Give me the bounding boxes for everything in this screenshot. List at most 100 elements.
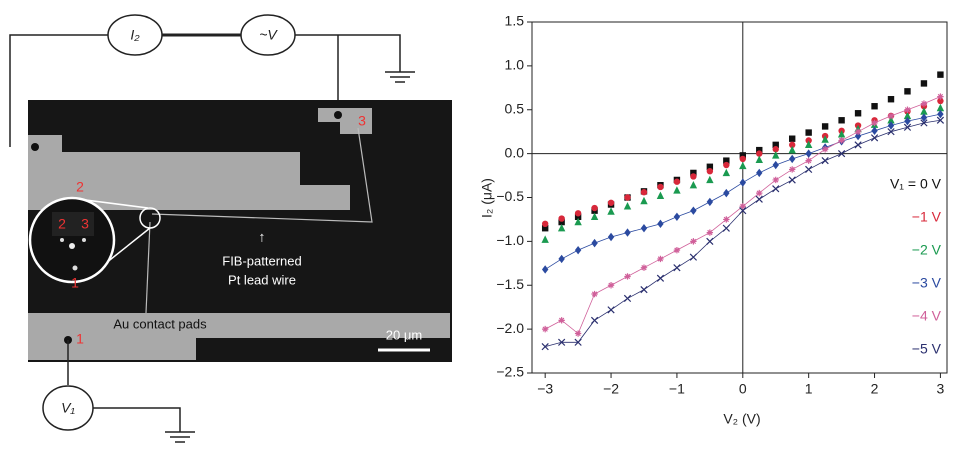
marker — [607, 199, 615, 206]
marker — [887, 112, 895, 120]
meter — [107, 14, 163, 56]
marker — [591, 204, 598, 212]
marker — [541, 265, 549, 274]
inset-region — [52, 212, 94, 236]
marker — [756, 168, 763, 178]
marker — [772, 141, 779, 149]
meter-label: V₁ — [61, 400, 75, 416]
meter — [42, 385, 94, 431]
marker — [706, 229, 714, 236]
x-tick-label: −2 — [603, 381, 619, 397]
contact — [31, 143, 39, 151]
marker — [558, 338, 566, 346]
marker — [937, 93, 944, 100]
legend-entry: −3 V — [912, 275, 942, 291]
marker — [640, 286, 648, 294]
marker — [904, 116, 911, 126]
marker — [723, 188, 730, 198]
legend-entry: −4 V — [912, 308, 942, 324]
marker — [870, 134, 879, 142]
lead-wire — [145, 221, 151, 314]
marker — [607, 207, 615, 215]
marker — [590, 212, 599, 221]
marker — [558, 317, 565, 324]
marker — [673, 212, 681, 222]
wire — [93, 407, 181, 432]
marker — [788, 141, 796, 149]
marker — [706, 237, 714, 245]
marker — [657, 183, 664, 191]
marker — [937, 109, 944, 119]
marker — [920, 119, 928, 127]
legend-entry: −5 V — [912, 341, 942, 357]
marker — [904, 106, 911, 113]
marker — [871, 103, 878, 110]
inset-feature — [72, 265, 78, 271]
lead-wire — [151, 127, 373, 223]
x-tick-label: 2 — [871, 381, 879, 397]
marker — [805, 149, 812, 158]
marker — [673, 178, 681, 185]
marker — [821, 146, 829, 153]
inset-feature — [82, 238, 86, 242]
marker — [624, 228, 631, 237]
marker — [673, 264, 681, 272]
marker — [640, 264, 648, 271]
y-tick-label: −2.5 — [496, 364, 524, 380]
pads-label: Au contact pads — [113, 316, 207, 331]
source-label: ~V — [259, 27, 278, 43]
marker — [574, 330, 582, 337]
marker — [772, 151, 780, 159]
pad-label: 3 — [358, 113, 366, 129]
marker — [805, 129, 812, 136]
scale-bar-label: 20 μm — [386, 327, 422, 342]
marker — [739, 207, 747, 215]
inset-feature — [69, 243, 75, 249]
x-tick-label: −3 — [537, 381, 553, 397]
marker — [624, 273, 631, 280]
marker — [887, 116, 895, 124]
source — [240, 14, 296, 56]
marker — [887, 121, 895, 130]
marker — [656, 274, 665, 282]
y-tick-label: 0.5 — [505, 100, 525, 116]
marker — [837, 150, 846, 158]
marker — [854, 141, 862, 149]
marker — [788, 145, 796, 154]
annotation: Pt lead wire — [228, 272, 296, 287]
marker — [788, 176, 796, 184]
marker — [871, 119, 878, 127]
marker — [557, 224, 566, 232]
marker — [706, 167, 714, 175]
marker — [821, 123, 829, 130]
marker — [805, 165, 813, 174]
marker — [640, 224, 648, 233]
marker — [623, 294, 632, 303]
y-tick-label: 1.5 — [505, 13, 525, 29]
marker — [723, 157, 730, 164]
sem-image: 2 3 1 1 2 3 ↑ FIB-patterned Pt lead wire… — [28, 100, 452, 362]
y-axis-label: I₂ (μA) — [479, 178, 495, 218]
marker — [591, 290, 598, 298]
marker — [689, 253, 698, 261]
marker — [936, 116, 945, 124]
marker — [690, 169, 697, 177]
marker — [706, 197, 714, 207]
inset — [28, 196, 116, 284]
marker — [541, 325, 549, 333]
marker — [755, 195, 763, 203]
marker — [706, 175, 714, 184]
marker — [574, 338, 582, 346]
marker — [903, 111, 912, 120]
marker — [706, 163, 714, 170]
marker — [821, 157, 829, 165]
inset-feature — [60, 238, 64, 242]
marker — [640, 189, 648, 196]
marker — [574, 210, 582, 217]
marker — [887, 128, 895, 136]
marker — [755, 155, 763, 163]
marker — [656, 191, 665, 199]
marker — [838, 137, 845, 144]
marker — [920, 80, 928, 87]
marker — [624, 194, 631, 201]
